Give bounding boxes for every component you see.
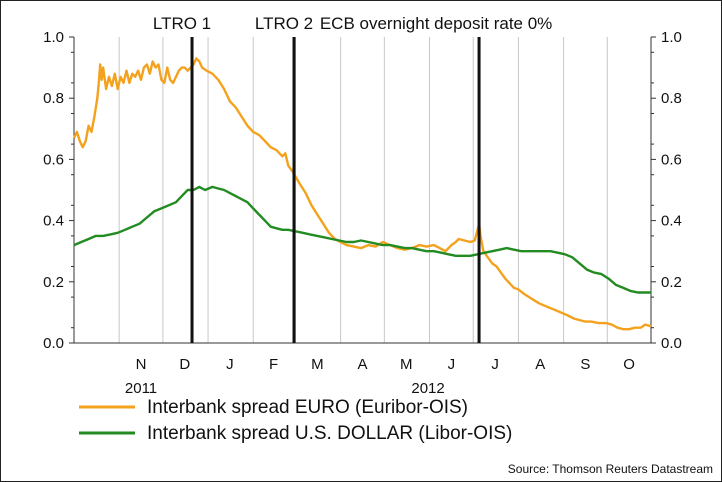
event-label: LTRO 2: [255, 14, 313, 33]
tick-labels: 0.0 0.0 0.2 0.2 0.4 0.4 0.6 0.6 0.8 0.8 1.0 1.0 N D J F…: [43, 14, 682, 397]
x-tick-label: D: [179, 356, 190, 373]
y-tick-label-right: 0.6: [661, 151, 682, 168]
usd-spread-line: [73, 185, 651, 294]
euro-spread-line: [72, 57, 652, 331]
y-tick-label-right: 0.4: [661, 213, 682, 230]
x-tick-label: M: [311, 356, 324, 373]
x-tick-label: O: [623, 356, 635, 373]
y-tick-label-left: 0.4: [43, 213, 64, 230]
source-note: Source: Thomson Reuters Datastream: [508, 462, 713, 476]
x-tick-label: A: [357, 356, 367, 373]
y-tick-label-right: 0.0: [661, 335, 682, 352]
event-markers: [190, 37, 481, 343]
y-tick-label-right: 1.0: [661, 29, 682, 46]
x-tick-label: J: [491, 356, 499, 373]
y-tick-label-left: 0.2: [43, 274, 64, 291]
y-tick-label-right: 0.8: [661, 90, 682, 107]
x-tick-label: M: [400, 356, 413, 373]
x-tick-label: S: [580, 356, 590, 373]
axes: [69, 36, 656, 344]
y-tick-label-left: 1.0: [43, 29, 64, 46]
x-tick-label: A: [535, 356, 545, 373]
y-tick-label-left: 0.0: [43, 335, 64, 352]
y-tick-label-left: 0.6: [43, 151, 64, 168]
legend: Interbank spread EURO (Euribor-OIS) Inter…: [79, 397, 512, 444]
x-tick-label: F: [269, 356, 278, 373]
legend-label: Interbank spread EURO (Euribor-OIS): [147, 397, 468, 418]
event-label: ECB overnight deposit rate 0%: [320, 14, 552, 33]
x-tick-label: J: [226, 356, 234, 373]
y-tick-label-left: 0.8: [43, 90, 64, 107]
legend-label: Interbank spread U.S. DOLLAR (Libor-OIS): [147, 423, 512, 444]
x-tick-label: N: [136, 356, 147, 373]
series-lines: [72, 57, 652, 331]
event-label: LTRO 1: [153, 14, 211, 33]
year-label: 2012: [411, 380, 444, 397]
year-label: 2011: [125, 380, 157, 397]
x-tick-label: J: [448, 356, 456, 373]
y-tick-label-right: 0.2: [661, 274, 682, 291]
